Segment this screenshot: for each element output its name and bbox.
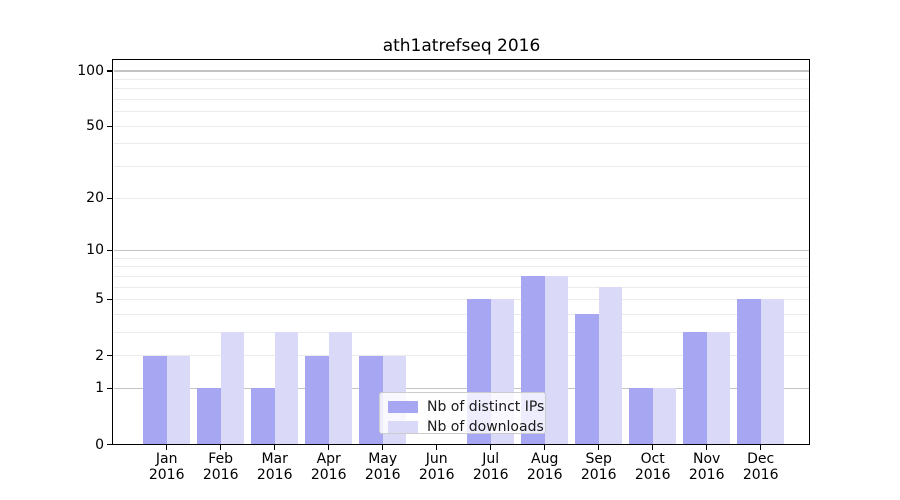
gridline-minor	[114, 99, 809, 101]
bar-oct-distinct-ips	[629, 388, 653, 445]
y-tick-mark	[107, 298, 113, 301]
x-tick-mark	[382, 444, 384, 450]
legend-swatch-downloads	[388, 421, 418, 433]
y-tick-label: 20	[86, 190, 104, 207]
y-tick-label: 1	[95, 380, 104, 397]
x-tick-label: Jul 2016	[472, 451, 509, 483]
gridline-major	[114, 70, 809, 72]
y-tick-label: 5	[95, 291, 104, 308]
gridline-minor	[114, 197, 809, 199]
x-tick-label: Mar 2016	[256, 451, 293, 483]
x-tick-mark	[436, 444, 438, 450]
gridline-minor	[114, 298, 809, 300]
y-tick-mark	[107, 443, 113, 446]
bar-nov-downloads	[706, 332, 730, 445]
legend-swatch-distinct-ips	[388, 401, 418, 413]
x-tick-label: Oct 2016	[634, 451, 671, 483]
gridline-minor	[114, 143, 809, 145]
gridline-minor	[114, 313, 809, 315]
x-tick-mark	[220, 444, 222, 450]
gridline-major	[114, 387, 809, 389]
gridline-minor	[114, 286, 809, 288]
x-tick-label: Dec 2016	[742, 451, 779, 483]
gridline-minor	[114, 88, 809, 90]
x-tick-label: Nov 2016	[688, 451, 725, 483]
bar-aug-downloads	[544, 276, 568, 445]
x-tick-label: Apr 2016	[310, 451, 347, 483]
x-tick-label: May 2016	[364, 451, 401, 483]
bar-oct-downloads	[652, 388, 676, 445]
y-tick-label: 100	[77, 63, 104, 79]
x-tick-mark	[490, 444, 492, 450]
x-tick-mark	[652, 444, 654, 450]
bar-may-distinct-ips	[359, 355, 383, 445]
x-tick-mark	[328, 444, 330, 450]
y-tick-label: 2	[95, 347, 104, 364]
y-tick-mark	[107, 387, 113, 389]
x-tick-label: Jun 2016	[418, 451, 455, 483]
y-tick-label: 0	[95, 436, 104, 453]
x-tick-label: Sep 2016	[580, 451, 617, 483]
x-tick-mark	[598, 444, 600, 450]
chart-title: ath1atrefseq 2016	[382, 36, 541, 56]
bar-jan-downloads	[166, 355, 190, 445]
gridline-minor	[114, 166, 809, 168]
bar-dec-downloads	[760, 299, 784, 445]
x-tick-mark	[166, 444, 168, 450]
legend: Nb of distinct IPs Nb of downloads	[379, 392, 546, 434]
x-tick-mark	[706, 444, 708, 450]
legend-item-downloads: Nb of downloads	[388, 420, 544, 434]
x-tick-label: Aug 2016	[526, 451, 563, 483]
bar-mar-downloads	[274, 332, 298, 445]
bar-apr-distinct-ips	[305, 355, 329, 445]
gridline-minor	[114, 111, 809, 113]
gridline-minor	[114, 266, 809, 268]
bar-sep-downloads	[598, 287, 622, 445]
gridline-minor	[114, 275, 809, 277]
y-tick-mark	[107, 354, 113, 357]
gridline-minor	[114, 78, 809, 80]
bar-sep-distinct-ips	[575, 314, 599, 445]
gridline-major	[114, 249, 809, 252]
x-tick-label: Jan 2016	[148, 451, 185, 483]
y-tick-label: 10	[86, 242, 104, 259]
legend-label-downloads: Nb of downloads	[427, 419, 544, 435]
y-tick-label: 50	[86, 118, 104, 135]
bar-jan-distinct-ips	[143, 355, 167, 445]
bar-apr-downloads	[328, 332, 352, 445]
bar-mar-distinct-ips	[251, 388, 275, 445]
x-tick-mark	[760, 444, 762, 450]
gridline-minor	[114, 331, 809, 333]
y-tick-mark	[107, 70, 113, 72]
x-tick-label: Feb 2016	[202, 451, 239, 483]
x-tick-mark	[274, 444, 276, 450]
y-tick-mark	[107, 125, 113, 127]
x-tick-mark	[544, 444, 546, 450]
legend-item-distinct-ips: Nb of distinct IPs	[388, 400, 544, 414]
legend-label-distinct-ips: Nb of distinct IPs	[427, 399, 545, 415]
gridline-minor	[114, 125, 809, 127]
bar-feb-distinct-ips	[197, 388, 221, 445]
gridline-minor	[114, 257, 809, 259]
bar-feb-downloads	[220, 332, 244, 445]
bar-dec-distinct-ips	[737, 299, 761, 445]
bar-nov-distinct-ips	[683, 332, 707, 445]
y-tick-mark	[107, 249, 113, 252]
gridline-minor	[114, 355, 809, 357]
y-tick-mark	[107, 197, 113, 199]
